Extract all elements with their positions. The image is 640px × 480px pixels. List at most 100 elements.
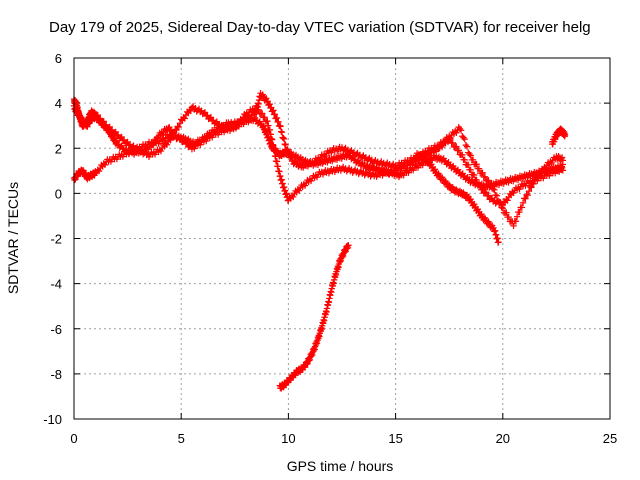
data-point — [273, 114, 281, 122]
data-point — [163, 141, 171, 148]
data-point — [288, 153, 295, 161]
data-point — [555, 153, 562, 160]
data-point — [100, 118, 107, 125]
data-point — [101, 161, 109, 169]
data-point — [456, 125, 464, 133]
data-point — [467, 152, 474, 159]
data-point — [525, 187, 533, 195]
data-point — [519, 199, 527, 207]
data-point — [459, 151, 466, 159]
data-point — [169, 133, 177, 141]
data-point — [282, 141, 289, 149]
data-point — [301, 182, 309, 189]
data-point — [462, 141, 470, 149]
data-point — [482, 188, 490, 196]
data-point — [97, 115, 104, 122]
data-point — [453, 129, 460, 136]
data-point — [466, 150, 473, 158]
data-point — [453, 143, 460, 150]
data-point — [181, 115, 188, 122]
axis-ticks: 0 5 10 15 20 25 -10 -8 -6 -4 -2 0 2 4 6 — [43, 51, 617, 446]
data-point — [559, 157, 567, 164]
data-point — [492, 191, 499, 199]
data-point — [516, 208, 523, 216]
data-point — [428, 161, 435, 168]
data-point — [457, 127, 465, 134]
data-point — [512, 218, 520, 225]
data-point — [157, 147, 165, 155]
data-point — [499, 205, 506, 212]
data-point — [528, 184, 535, 191]
series-track-f — [276, 242, 352, 392]
y-tick-label: -2 — [50, 232, 62, 247]
data-point — [473, 176, 480, 184]
x-tick-label: 20 — [496, 431, 510, 446]
data-point — [278, 128, 285, 135]
data-point — [431, 166, 439, 173]
data-point — [479, 186, 486, 193]
data-point — [285, 150, 293, 157]
data-point — [530, 180, 537, 188]
y-axis-label: SDTVAR / TECUs — [5, 182, 21, 294]
x-tick-label: 10 — [281, 431, 295, 446]
data-point — [276, 122, 284, 129]
data-point — [469, 156, 477, 164]
data-point — [266, 100, 274, 108]
series-track-e — [548, 125, 569, 148]
data-point — [461, 156, 468, 164]
y-tick-label: -8 — [50, 367, 62, 382]
data-point — [473, 161, 480, 168]
data-point — [460, 134, 467, 141]
data-point — [513, 213, 521, 220]
chart-title: Day 179 of 2025, Sidereal Day-to-day VTE… — [49, 19, 591, 36]
data-point — [467, 166, 474, 174]
data-point — [485, 177, 492, 184]
data-point — [505, 213, 512, 221]
y-tick-label: -10 — [43, 412, 62, 427]
data-point — [536, 172, 543, 179]
data-point — [295, 187, 303, 194]
data-point — [524, 191, 532, 199]
data-point — [175, 123, 183, 131]
data-point — [280, 135, 288, 143]
data-point — [471, 171, 478, 179]
data-point — [504, 197, 511, 204]
data-point — [277, 123, 284, 130]
data-point — [481, 173, 489, 180]
data-point — [465, 161, 472, 169]
data-point — [559, 167, 567, 174]
data-point — [518, 204, 526, 211]
data-point — [510, 222, 517, 230]
data-point — [281, 140, 289, 148]
data-point — [279, 134, 286, 141]
data-point — [485, 192, 492, 199]
data-point — [441, 139, 448, 146]
data-point — [495, 238, 502, 246]
data-point — [447, 134, 454, 141]
data-point — [490, 185, 497, 193]
data-point — [498, 204, 505, 211]
series-track-d — [413, 150, 502, 246]
plot-frame — [73, 57, 611, 420]
data-point — [475, 165, 483, 172]
data-point — [270, 107, 277, 114]
data-marks — [70, 90, 569, 392]
data-point — [497, 199, 504, 206]
data-point — [542, 164, 549, 172]
data-point — [271, 111, 279, 118]
x-tick-label: 25 — [603, 431, 617, 446]
data-point — [289, 193, 297, 201]
data-point — [548, 159, 555, 167]
x-tick-label: 15 — [388, 431, 402, 446]
data-point — [558, 154, 566, 161]
x-axis-label: GPS time / hours — [287, 458, 394, 474]
y-tick-label: 2 — [55, 141, 62, 156]
data-point — [479, 169, 486, 176]
x-tick-label: 5 — [178, 431, 185, 446]
x-tick-label: 0 — [70, 431, 77, 446]
data-point — [561, 131, 569, 138]
data-point — [463, 143, 471, 150]
data-point — [417, 151, 424, 158]
y-tick-label: 0 — [55, 186, 62, 201]
